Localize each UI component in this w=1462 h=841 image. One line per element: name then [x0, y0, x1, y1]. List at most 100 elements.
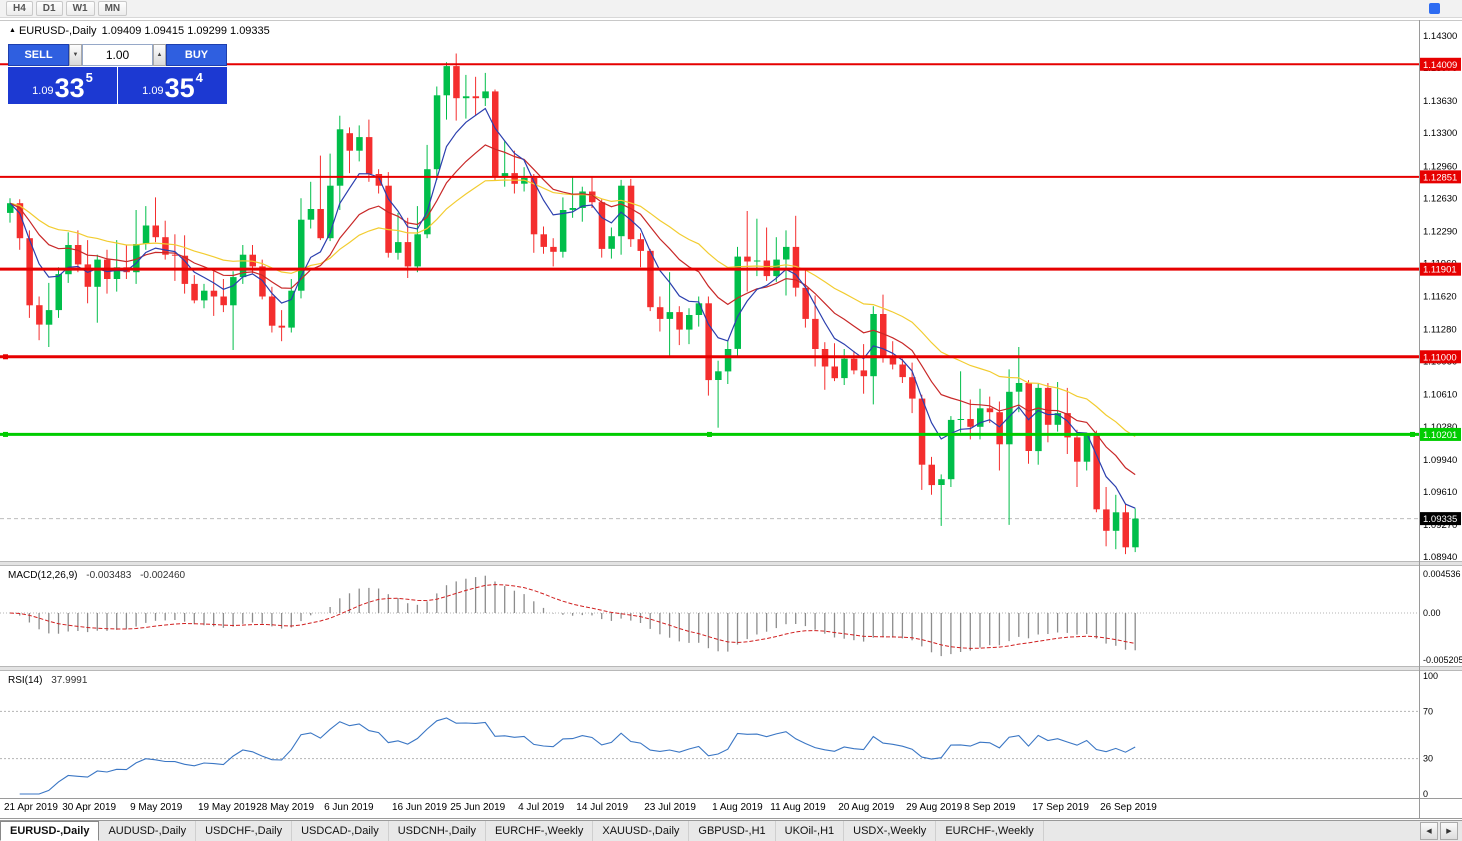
- candle-body: [45, 310, 53, 325]
- time-axis-label: 30 Apr 2019: [62, 802, 117, 813]
- candle-body: [336, 129, 344, 186]
- candle-body: [472, 96, 480, 99]
- time-axis-label: 8 Sep 2019: [964, 802, 1016, 813]
- macd-signal-value: -0.002460: [140, 570, 186, 581]
- axis-label: 0: [1423, 789, 1428, 799]
- axis-label: 1.10201: [1423, 430, 1457, 441]
- symbol-tab-7[interactable]: XAUUSD-,Daily: [593, 821, 690, 841]
- candle-body: [327, 185, 334, 239]
- one-click-trading-panel: SELL ▼ ▲ BUY 1.09 33 5 1.09 35 4: [8, 44, 227, 104]
- candle-body: [860, 370, 868, 377]
- sell-button[interactable]: SELL: [8, 44, 69, 66]
- candle-body: [65, 245, 72, 275]
- line-handle[interactable]: [1410, 431, 1415, 437]
- timeframe-button-d1[interactable]: D1: [35, 1, 63, 16]
- axis-label: 30: [1423, 754, 1433, 764]
- symbol-tab-10[interactable]: USDX-,Weekly: [844, 821, 937, 841]
- buy-price-display[interactable]: 1.09 35 4: [118, 67, 227, 104]
- candle-body: [404, 242, 412, 267]
- timeframe-button-w1[interactable]: W1: [65, 1, 95, 16]
- sell-price-display[interactable]: 1.09 33 5: [8, 67, 117, 104]
- candle-body: [870, 314, 877, 377]
- timeframe-button-h4[interactable]: H4: [6, 1, 33, 16]
- candle-body: [608, 236, 615, 249]
- symbol-tab-4[interactable]: USDCAD-,Daily: [292, 821, 389, 841]
- symbol-tab-8[interactable]: GBPUSD-,H1: [689, 821, 776, 841]
- time-axis-label: 19 May 2019: [198, 802, 256, 813]
- candle-body: [239, 254, 247, 278]
- candle-body: [753, 260, 761, 262]
- buy-price-sup: 4: [195, 70, 203, 85]
- candle-body: [1103, 509, 1110, 531]
- candle-body: [414, 234, 421, 267]
- tab-scroll-left-icon[interactable]: ◀: [1420, 822, 1438, 840]
- candle-body: [7, 203, 14, 213]
- time-axis-label: 16 Jun 2019: [392, 802, 448, 813]
- candle-body: [1112, 512, 1120, 531]
- symbol-tab-9[interactable]: UKOil-,H1: [776, 821, 845, 841]
- volume-increment-icon[interactable]: ▲: [153, 44, 166, 66]
- time-axis-label: 20 Aug 2019: [838, 802, 895, 813]
- line-handle[interactable]: [707, 431, 712, 437]
- candle-body: [589, 191, 596, 203]
- timeframe-button-mn[interactable]: MN: [97, 1, 128, 16]
- axis-label: 1.08940: [1423, 552, 1457, 563]
- macd-panel-area[interactable]: [0, 566, 1419, 666]
- candle-body: [783, 246, 790, 260]
- candle-body: [550, 246, 557, 252]
- axis-label: 1.13630: [1423, 96, 1457, 107]
- axis-label: -0.005205: [1423, 655, 1462, 665]
- volume-decrement-icon[interactable]: ▼: [69, 44, 82, 66]
- sell-price-big: 33: [54, 73, 85, 103]
- candle-body: [841, 358, 848, 379]
- candle-body: [453, 66, 460, 99]
- axis-label: 1.11000: [1423, 352, 1457, 363]
- price-axis[interactable]: [1419, 20, 1462, 798]
- candle-body: [1122, 512, 1129, 548]
- chart-window-icon[interactable]: [1429, 3, 1440, 14]
- axis-label: 0.00: [1423, 608, 1441, 618]
- line-handle[interactable]: [3, 431, 8, 437]
- candle-body: [84, 264, 92, 287]
- axis-label: 1.10610: [1423, 390, 1457, 401]
- candle-body: [812, 318, 819, 349]
- symbol-tab-3[interactable]: USDCHF-,Daily: [196, 821, 293, 841]
- time-axis-label: 1 Aug 2019: [712, 802, 763, 813]
- rsi-panel-area[interactable]: [0, 671, 1419, 798]
- time-axis-label: 6 Jun 2019: [324, 802, 374, 813]
- candle-body: [317, 209, 324, 239]
- symbol-tab-6[interactable]: EURCHF-,Weekly: [486, 821, 594, 841]
- candle-body: [792, 246, 800, 288]
- candle-body: [889, 355, 897, 365]
- volume-field-wrap: [82, 44, 153, 66]
- candle-body: [986, 408, 994, 413]
- symbol-tab-1[interactable]: EURUSD-,Daily: [0, 821, 100, 841]
- buy-button[interactable]: BUY: [166, 44, 227, 66]
- macd-label: MACD(12,26,9) -0.003483 -0.002460: [8, 570, 185, 581]
- window-splitter[interactable]: [0, 666, 1462, 671]
- candle-body: [36, 305, 43, 325]
- time-axis-label: 23 Jul 2019: [644, 802, 696, 813]
- candle-body: [356, 137, 363, 151]
- window-splitter[interactable]: [0, 561, 1462, 566]
- axis-label: 1.11620: [1423, 292, 1457, 303]
- symbol-tab-5[interactable]: USDCNH-,Daily: [389, 821, 486, 841]
- symbol-tab-2[interactable]: AUDUSD-,Daily: [99, 821, 197, 841]
- line-handle[interactable]: [3, 354, 8, 360]
- time-axis[interactable]: 21 Apr 2019 30 Apr 2019 9 May 2019 19 May 2…: [0, 800, 1419, 818]
- time-axis-label: 4 Jul 2019: [518, 802, 565, 813]
- candle-body: [288, 290, 295, 328]
- candle-body: [424, 169, 431, 235]
- time-axis-label: 9 May 2019: [130, 802, 183, 813]
- tab-scroll-right-icon[interactable]: ▶: [1440, 822, 1458, 840]
- symbol-tab-11[interactable]: EURCHF-,Weekly: [936, 821, 1044, 841]
- axis-label: 1.12960: [1423, 161, 1457, 172]
- candle-body: [1074, 437, 1081, 462]
- macd-signal-line: [9, 584, 1136, 649]
- candle-body: [492, 91, 499, 177]
- candle-body: [647, 250, 654, 308]
- time-axis-label: 21 Apr 2019: [4, 802, 58, 813]
- chart-marker-icon: ▲: [9, 27, 16, 34]
- price-tag: [1420, 350, 1461, 364]
- volume-input[interactable]: [83, 45, 152, 65]
